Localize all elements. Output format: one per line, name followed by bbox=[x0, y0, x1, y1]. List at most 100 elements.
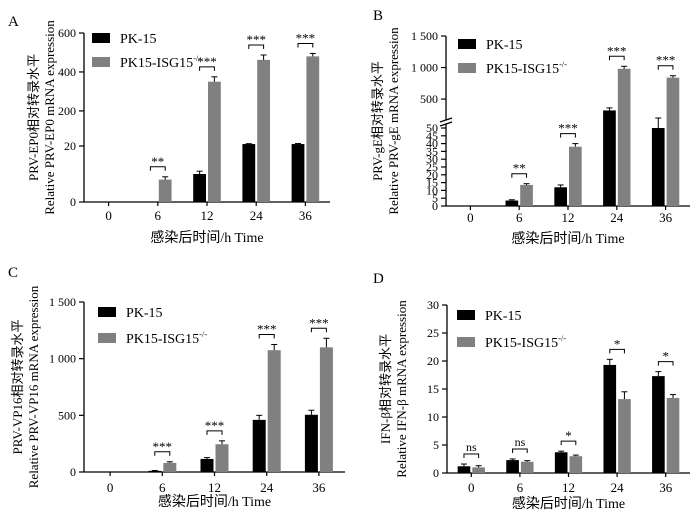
panel-b-y-label-en: Relative PRV-gE mRNA expression bbox=[386, 27, 401, 215]
panel-b-y-tick-label: 5 bbox=[432, 191, 438, 205]
panel-d-significance-label: ns bbox=[515, 435, 526, 449]
panel-c-significance-label: *** bbox=[153, 439, 173, 454]
panel-c-y-tick-label: 1 000 bbox=[49, 352, 76, 366]
panel-d-y-tick-label: 20 bbox=[427, 354, 439, 368]
panel-c-significance-label: *** bbox=[309, 315, 329, 330]
panel-c-x-tick-label: 36 bbox=[312, 480, 326, 495]
panel-c-y-tick-label: 1 500 bbox=[49, 295, 76, 309]
panel-c-y-label-cn: PRV-VP16相对转录水平 bbox=[10, 319, 25, 454]
panel-d-x-tick-label: 6 bbox=[517, 480, 524, 495]
panel-b-x-tick-label: 6 bbox=[516, 210, 523, 225]
panel-b-y-tick-label: 20 bbox=[426, 168, 438, 182]
panel-d-bar-pk15 bbox=[554, 452, 568, 473]
panel-c-significance-bracket bbox=[310, 327, 327, 333]
panel-b-legend-label: PK15-ISG15-/- bbox=[486, 60, 567, 77]
panel-a-x-tick-label: 0 bbox=[105, 208, 112, 223]
panel-b-x-tick-label: 0 bbox=[467, 210, 474, 225]
panel-c-x-tick-label: 6 bbox=[159, 480, 166, 495]
panel-c-y-label-en: Relative PRV-VP16 mRNA expression bbox=[26, 285, 41, 488]
panel-b-significance-bracket bbox=[560, 133, 576, 138]
panel-c-bar-ko bbox=[215, 444, 229, 472]
panel-c-significance-bracket bbox=[258, 334, 275, 339]
panel-c-bar-ko bbox=[267, 350, 281, 472]
panel-d-bar-pk15 bbox=[652, 376, 665, 473]
panel-a-y-label-cn: PRV-EP0相对转录水平 bbox=[26, 54, 41, 181]
panel-b-y-tick-label: 30 bbox=[426, 152, 438, 166]
panel-a-significance-bracket bbox=[297, 42, 314, 48]
panel-c-significance-label: *** bbox=[205, 418, 225, 433]
panel-b-x-tick-label: 36 bbox=[659, 210, 673, 225]
panel-c-legend-swatch bbox=[98, 333, 116, 343]
panel-d-y-tick-label: 15 bbox=[427, 382, 439, 396]
panel-b-y-tick-label: 0 bbox=[432, 199, 438, 213]
panel-b-y-tick-label: 45 bbox=[426, 129, 438, 143]
panel-b-axis-break-mark bbox=[439, 121, 453, 127]
panel-b-y-label-cn: PRV-gE相对转录水平 bbox=[370, 61, 385, 181]
panel-b-significance-label: *** bbox=[607, 43, 627, 58]
panel-b-y-tick-label: 10 bbox=[426, 183, 438, 197]
panel-b-y-tick-label: 15 bbox=[426, 176, 438, 190]
panel-d-bar-ko bbox=[618, 399, 631, 473]
panel-d-legend-label: PK15-ISG15-/- bbox=[485, 334, 566, 351]
panel-b-bar-pk15 bbox=[651, 128, 665, 206]
panel-a-x-tick-label: 36 bbox=[299, 208, 313, 223]
panel-b-y-tick-label: 500 bbox=[420, 92, 438, 106]
panel-c-x-label: 感染后时间/h Time bbox=[158, 493, 271, 510]
panel-c-y-tick-label: 500 bbox=[58, 408, 76, 422]
panel-a-bar-pk15 bbox=[291, 144, 305, 202]
panel-d-x-tick-label: 0 bbox=[468, 480, 475, 495]
panel-a-x-tick-label: 6 bbox=[155, 208, 162, 223]
panel-d-x-label: 感染后时间/h Time bbox=[512, 495, 625, 512]
panel-a-legend-label: PK15-ISG15-/- bbox=[120, 54, 201, 71]
panel-b-y-tick-label: 1 500 bbox=[411, 29, 438, 43]
panel-c-bar-ko bbox=[163, 462, 177, 472]
panel-d-x-tick-label: 12 bbox=[562, 480, 575, 495]
panel-d-bar-pk15 bbox=[603, 364, 617, 473]
panel-b-x-label: 感染后时间/h Time bbox=[511, 230, 624, 247]
panel-a-bar-ko bbox=[257, 59, 270, 203]
panel-b-x-tick-label: 12 bbox=[562, 210, 575, 225]
panel-c-bar-pk15 bbox=[200, 458, 214, 472]
panel-b-bar-ko bbox=[666, 77, 680, 206]
panel-d-y-tick-label: 5 bbox=[433, 438, 439, 452]
panel-b-significance-bracket bbox=[657, 65, 674, 70]
panel-d-bar-pk15 bbox=[457, 466, 471, 473]
panel-a-x-tick-label: 24 bbox=[250, 208, 264, 223]
panel-d-bar-ko bbox=[520, 461, 534, 473]
panel-d-bar-pk15 bbox=[506, 460, 519, 473]
panel-c-bar-pk15 bbox=[148, 470, 162, 472]
panel-a-significance-label: *** bbox=[197, 54, 217, 69]
panel-d-y-label-cn: IFN-β相对转录水平 bbox=[378, 334, 393, 444]
panel-d-y-tick-label: 30 bbox=[427, 298, 439, 312]
panel-b-x-tick-label: 24 bbox=[610, 210, 624, 225]
panel-b-bar-ko bbox=[520, 184, 533, 206]
panel-c-x-tick-label: 12 bbox=[208, 480, 221, 495]
panel-a-y-tick-label: 600 bbox=[58, 26, 76, 40]
panel-b-letter: B bbox=[373, 8, 383, 24]
panel-b-bar-pk15 bbox=[505, 200, 519, 206]
panel-a-y-tick-label: 200 bbox=[58, 104, 76, 118]
panel-d-y-tick-label: 10 bbox=[427, 410, 439, 424]
panel-a-legend-swatch bbox=[92, 33, 110, 43]
panel-d-significance-bracket bbox=[463, 453, 480, 459]
panel-c-x-tick-label: 0 bbox=[107, 480, 114, 495]
panel-b-y-tick-label: 50 bbox=[426, 121, 438, 135]
panel-d-y-tick-label: 0 bbox=[433, 466, 439, 480]
panel-a-y-tick-label: 0 bbox=[70, 195, 76, 209]
panel-a-letter: A bbox=[8, 14, 19, 30]
panel-d-bar-ko bbox=[569, 456, 583, 473]
panel-a-significance-bracket bbox=[248, 44, 265, 50]
panel-d-letter: D bbox=[373, 271, 384, 287]
panel-a-bar-pk15 bbox=[193, 174, 206, 202]
panel-c-y-tick-label: 0 bbox=[70, 465, 76, 479]
panel-d-x-tick-label: 36 bbox=[659, 480, 673, 495]
panel-a-x-label: 感染后时间/h Time bbox=[150, 229, 263, 246]
panel-b-legend-swatch bbox=[458, 39, 476, 49]
panel-d-significance-bracket bbox=[609, 348, 625, 354]
panel-c-bar-ko bbox=[319, 347, 333, 472]
panel-b-legend-label: PK-15 bbox=[486, 38, 523, 53]
panel-d-y-tick-label: 25 bbox=[427, 326, 439, 340]
panel-a-significance-label: *** bbox=[296, 30, 316, 45]
panel-c-letter: C bbox=[8, 265, 18, 281]
panel-a-significance-label: ** bbox=[151, 154, 164, 169]
